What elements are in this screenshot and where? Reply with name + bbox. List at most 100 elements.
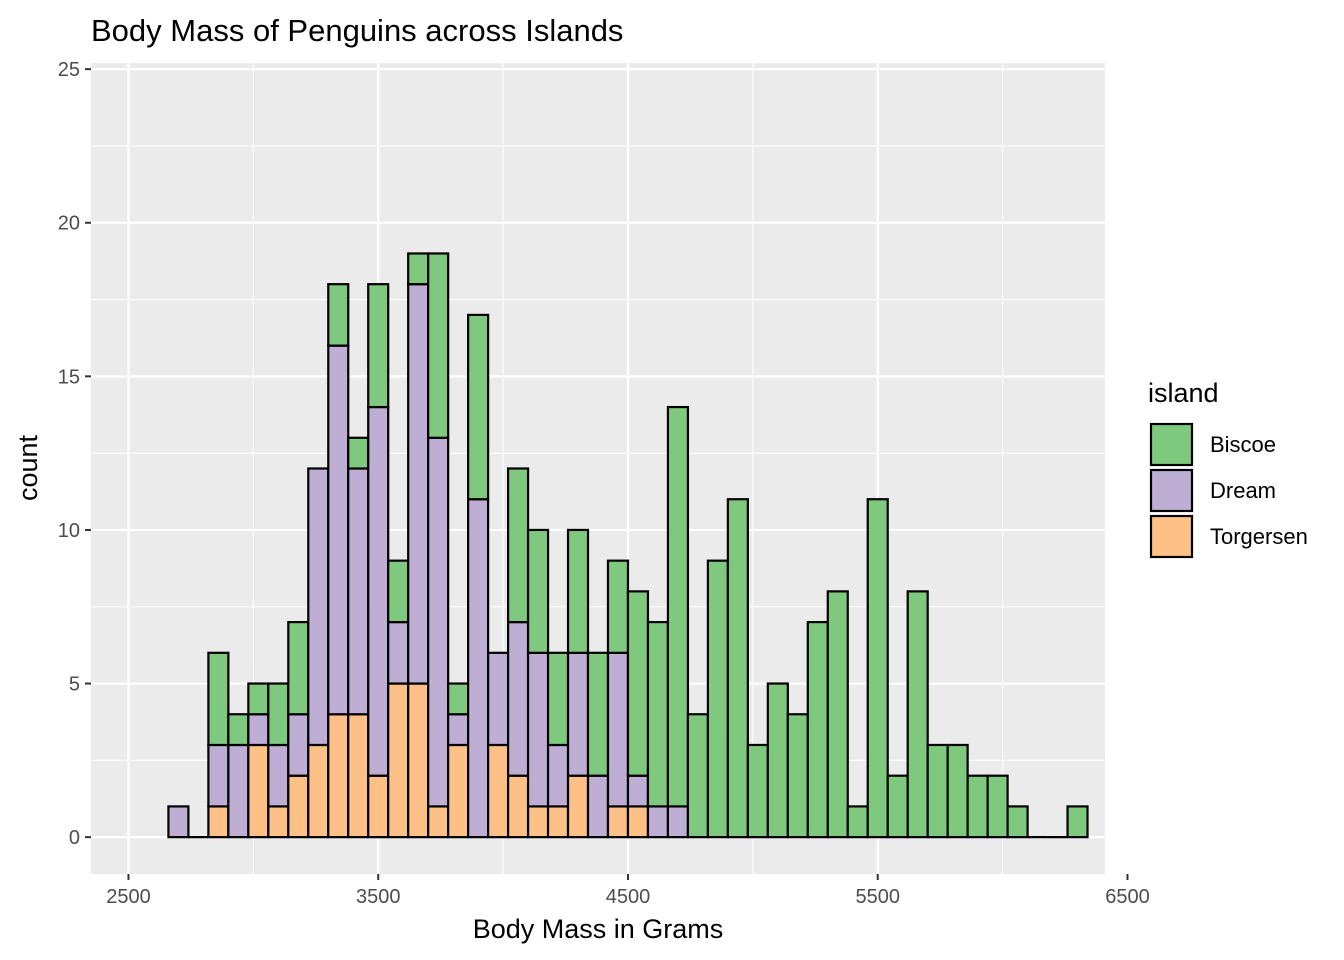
bar-torgersen [267, 805, 290, 839]
bar-biscoe [227, 713, 250, 747]
bar-torgersen [207, 805, 230, 839]
bar-torgersen [487, 743, 510, 839]
bar-biscoe [826, 590, 849, 839]
bar-dream [506, 620, 530, 777]
bar-biscoe [207, 651, 230, 747]
legend-swatch-dream [1149, 468, 1194, 513]
bar-torgersen [367, 774, 390, 839]
bar-biscoe [506, 467, 530, 624]
bar-dream [646, 805, 670, 839]
legend: island Biscoe Dream Torgersen [1148, 378, 1308, 559]
bar-torgersen [427, 805, 450, 839]
legend-title: island [1148, 378, 1219, 408]
bar-dream [407, 283, 430, 685]
bar-biscoe [886, 774, 909, 839]
bar-dream [167, 805, 190, 839]
bar-biscoe [1006, 805, 1029, 839]
bar-torgersen [546, 805, 570, 839]
bar-biscoe [926, 743, 949, 839]
minor-gridlines [91, 63, 1105, 874]
bar-torgersen [387, 682, 410, 839]
bar-biscoe [766, 682, 789, 839]
bar-torgersen [327, 713, 350, 839]
chart-title: Body Mass of Penguins across Islands [91, 13, 623, 48]
bar-biscoe [686, 713, 709, 839]
bar-biscoe [287, 620, 310, 716]
bar-dream [387, 620, 410, 685]
legend-swatch-biscoe [1149, 422, 1194, 467]
legend-swatch-torgersen [1149, 514, 1194, 559]
y-axis-label: count [13, 434, 43, 501]
x-tick-label: 5500 [855, 886, 900, 908]
bar-dream [586, 774, 610, 839]
bar-biscoe [1066, 805, 1089, 839]
bar-torgersen [347, 713, 370, 839]
legend-label-torgersen: Torgersen [1210, 524, 1308, 549]
bar-biscoe [706, 559, 729, 839]
y-tick-label: 20 [58, 213, 80, 235]
bar-biscoe [606, 559, 630, 654]
bar-dream [666, 805, 690, 839]
bar-dream [487, 651, 510, 747]
x-tick-label: 3500 [356, 886, 401, 908]
bar-torgersen [526, 805, 550, 839]
bar-dream [327, 344, 350, 716]
bar-biscoe [846, 805, 869, 839]
bar-biscoe [966, 774, 989, 839]
bar-biscoe [447, 682, 470, 716]
legend-label-dream: Dream [1210, 478, 1276, 503]
bar-dream [267, 743, 290, 808]
y-tick-label: 5 [69, 674, 80, 696]
bar-biscoe [387, 559, 410, 624]
bar-dream [307, 467, 330, 747]
y-tick-label: 0 [69, 827, 80, 849]
bar-dream [606, 651, 630, 808]
bar-torgersen [506, 774, 530, 839]
bar-dream [626, 774, 650, 808]
bar-biscoe [467, 313, 490, 501]
x-axis: 2500 3500 4500 5500 6500 [106, 874, 1150, 908]
bar-biscoe [626, 590, 650, 777]
bar-biscoe [427, 252, 450, 439]
bar-biscoe [407, 252, 430, 286]
x-tick-label: 6500 [1105, 886, 1150, 908]
bar-biscoe [646, 620, 670, 808]
bar-biscoe [906, 590, 929, 839]
bar-torgersen [307, 743, 330, 839]
bar-torgersen [247, 743, 270, 839]
bar-dream [287, 713, 310, 777]
bar-torgersen [447, 743, 470, 839]
bar-torgersen [566, 774, 590, 839]
bar-dream [347, 467, 370, 716]
y-axis: 0 5 10 15 20 25 [58, 59, 91, 849]
bar-biscoe [526, 528, 550, 654]
bar-dream [227, 743, 250, 839]
bar-torgersen [287, 774, 310, 839]
x-axis-label: Body Mass in Grams [473, 914, 724, 944]
x-tick-label: 4500 [606, 886, 651, 908]
bar-biscoe [347, 436, 370, 470]
bar-torgersen [626, 805, 650, 839]
y-tick-label: 15 [58, 366, 80, 388]
legend-label-biscoe: Biscoe [1210, 432, 1276, 457]
bar-biscoe [866, 498, 889, 839]
bar-dream [207, 743, 230, 808]
bar-torgersen [407, 682, 430, 839]
bar-biscoe [746, 743, 769, 839]
bar-biscoe [666, 405, 690, 808]
bar-biscoe [267, 682, 290, 747]
bar-dream [467, 498, 490, 839]
y-tick-label: 10 [58, 520, 80, 542]
bar-dream [247, 713, 270, 747]
bar-dream [526, 651, 550, 808]
bar-dream [546, 743, 570, 808]
bar-biscoe [566, 528, 590, 654]
bar-biscoe [247, 682, 270, 716]
bar-biscoe [546, 651, 570, 747]
bar-torgersen [606, 805, 630, 839]
bar-biscoe [986, 774, 1009, 839]
bar-dream [427, 436, 450, 808]
bar-biscoe [806, 620, 829, 839]
bar-biscoe [726, 498, 749, 839]
